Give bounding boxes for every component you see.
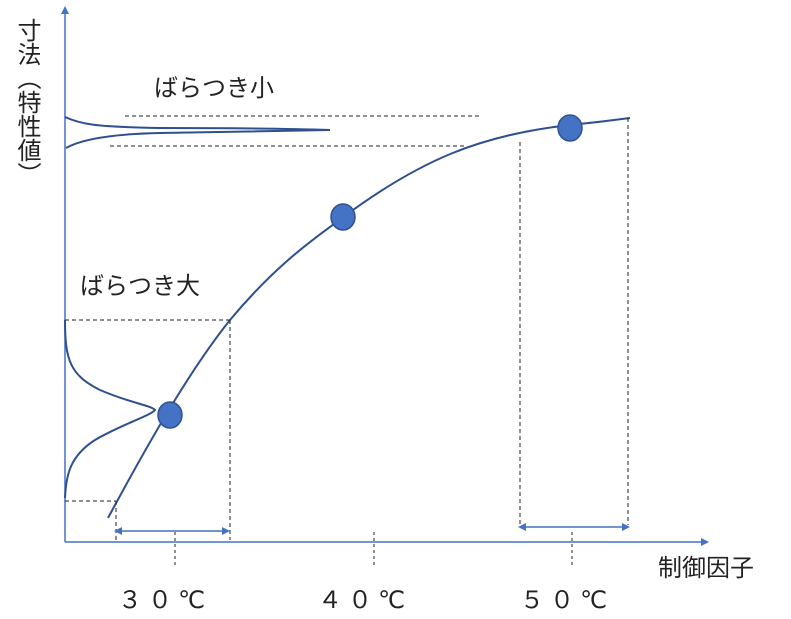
tick-40c: ４０℃ bbox=[318, 586, 411, 614]
distribution-small bbox=[64, 116, 331, 149]
point-50c bbox=[557, 114, 583, 142]
point-30c bbox=[157, 401, 183, 429]
x-axis-label: 制御因子 bbox=[658, 554, 754, 582]
small-variation-label: ばらつき小 bbox=[154, 74, 274, 102]
tick-50c: ５０℃ bbox=[520, 586, 613, 614]
y-axis-label: 寸法（特性値） bbox=[13, 18, 41, 186]
tick-30c: ３０℃ bbox=[118, 586, 211, 614]
response-curve bbox=[107, 117, 631, 519]
large-variation-label: ばらつき大 bbox=[80, 272, 200, 300]
point-40c bbox=[330, 203, 356, 231]
distribution-large bbox=[64, 319, 157, 499]
